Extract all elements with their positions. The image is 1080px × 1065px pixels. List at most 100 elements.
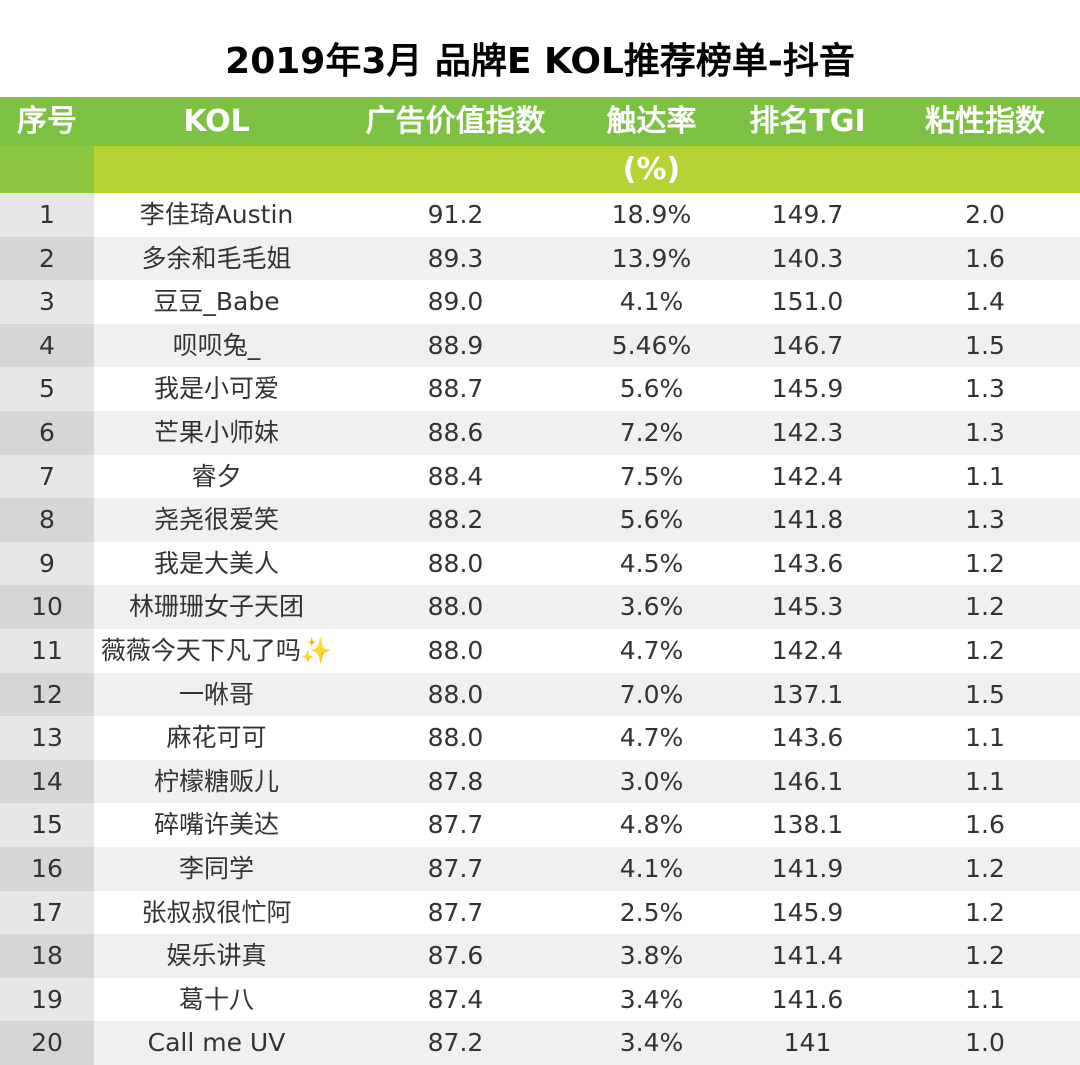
seq-cell: 19 [31,984,63,1014]
table-row: 8 尧尧很爱笑 88.2 5.6% 141.8 1.3 [0,498,1080,542]
seq-cell: 2 [39,243,55,273]
header-kol: KOL [183,104,250,139]
table-subheader-row: (%) [0,146,1080,193]
kol-cell: 睿夕 [191,461,242,491]
kol-ranking-table: 序号 KOL 广告价值指数 触达率 排名TGI 粘性指数 (%) 1 李佳琦Aus… [0,97,1080,1065]
seq-cell: 16 [31,853,63,883]
reach-cell: 18.9% [611,200,692,229]
reach-cell: 7.0% [619,679,684,709]
stickiness-cell: 1.1 [965,461,1005,491]
table-header-row: 序号 KOL 广告价值指数 触达率 排名TGI 粘性指数 [0,97,1080,146]
reach-cell: 3.8% [619,941,684,971]
seq-cell: 9 [39,548,55,578]
seq-column-background [0,498,94,542]
table-body: 1 李佳琦Austin 91.2 18.9% 149.7 2.0 2 多余和毛毛姐 89.3 13… [0,193,1080,1065]
kol-cell: 薇薇今天下凡了吗✨ [100,635,333,665]
reach-cell: 5.46% [611,330,692,360]
table-row: 14 柠檬糖贩儿 87.8 3.0% 146.1 1.1 [0,759,1080,804]
reach-cell: 3.4% [619,1028,684,1058]
tgi-cell: 145.9 [771,897,844,927]
kol-cell: 李佳琦Austin [139,200,294,229]
header-ad-index: 广告价值指数 [365,104,546,139]
kol-cell: Call me UV [147,1028,286,1058]
subheader-seq-cell [0,146,94,193]
seq-cell: 12 [31,679,63,709]
table-row: 15 碎嘴许美达 87.7 4.8% 138.1 1.6 [0,803,1080,847]
table-row: 12 一咻哥 88.0 7.0% 137.1 1.5 [0,672,1080,717]
header-reach: 触达率 [606,104,697,139]
ad-index-cell: 91.2 [427,200,484,229]
page-title: 2019年3月 品牌E KOL推荐榜单-抖音 [225,41,855,82]
stickiness-cell: 1.4 [965,287,1005,317]
tgi-cell: 151.0 [771,287,844,317]
seq-cell: 15 [31,810,63,840]
tgi-cell: 142.4 [771,461,844,491]
table-row: 13 麻花可可 88.0 4.7% 143.6 1.1 [0,716,1080,760]
table-row: 7 睿夕 88.4 7.5% 142.4 1.1 [0,454,1080,499]
kol-cell: 柠檬糖贩儿 [153,766,279,796]
kol-cell: 呗呗兔_ [172,330,261,360]
kol-cell: 多余和毛毛姐 [141,243,292,273]
kol-cell: 一咻哥 [178,679,254,709]
stickiness-cell: 2.0 [965,200,1005,229]
tgi-cell: 143.6 [771,723,844,753]
seq-column-background [0,410,94,455]
seq-column-background [0,454,94,499]
table-row: 19 葛十八 87.4 3.4% 141.6 1.1 [0,977,1080,1022]
table-row: 2 多余和毛毛姐 89.3 13.9% 140.3 1.6 [0,236,1080,281]
header-stickiness: 粘性指数 [925,104,1045,139]
stickiness-cell: 1.2 [965,635,1005,665]
ad-index-cell: 87.6 [427,941,484,971]
table-row: 11 薇薇今天下凡了吗✨ 88.0 4.7% 142.4 1.2 [0,628,1080,673]
kol-cell: 芒果小师妹 [153,417,279,447]
ad-index-cell: 88.0 [427,723,484,753]
stickiness-cell: 1.1 [965,723,1005,753]
seq-column-background [0,672,94,717]
header-tgi: 排名TGI [749,104,866,139]
stickiness-cell: 1.2 [965,897,1005,927]
ad-index-cell: 88.2 [427,505,484,535]
reach-cell: 5.6% [619,374,684,404]
reach-cell: 5.6% [619,505,684,535]
table-row: 1 李佳琦Austin 91.2 18.9% 149.7 2.0 [0,193,1080,237]
stickiness-cell: 1.1 [965,766,1005,796]
seq-cell: 3 [39,287,55,317]
kol-cell: 葛十八 [178,984,254,1014]
ad-index-cell: 88.0 [427,548,484,578]
ad-index-cell: 88.4 [427,461,484,491]
table-row: 20 Call me UV 87.2 3.4% 141 1.0 [0,1021,1080,1065]
ad-index-cell: 87.2 [427,1028,484,1058]
ad-index-cell: 87.7 [427,853,484,883]
seq-cell: 11 [31,635,63,665]
ad-index-cell: 88.6 [427,417,484,447]
stickiness-cell: 1.0 [965,1028,1005,1058]
seq-cell: 5 [39,374,55,404]
tgi-cell: 149.7 [771,200,844,229]
kol-cell: 我是小可爱 [153,374,279,404]
tgi-cell: 137.1 [771,679,844,709]
seq-cell: 7 [39,461,55,491]
seq-column-background [0,803,94,847]
stickiness-cell: 1.2 [965,941,1005,971]
seq-column-background [0,846,94,891]
ad-index-cell: 89.3 [427,243,484,273]
seq-column-background [0,977,94,1022]
stickiness-cell: 1.3 [965,417,1005,447]
stickiness-cell: 1.1 [965,984,1005,1014]
reach-cell: 7.2% [619,417,684,447]
seq-cell: 1 [39,200,55,229]
seq-column-background [0,585,94,629]
tgi-cell: 145.3 [771,592,844,622]
seq-cell: 4 [39,330,55,360]
ad-index-cell: 87.4 [427,984,484,1014]
tgi-cell: 142.3 [771,417,844,447]
table-row: 6 芒果小师妹 88.6 7.2% 142.3 1.3 [0,410,1080,455]
kol-cell: 娱乐讲真 [166,941,267,971]
tgi-cell: 146.1 [771,766,844,796]
seq-cell: 8 [39,505,55,535]
table-row: 3 豆豆_Babe 89.0 4.1% 151.0 1.4 [0,280,1080,324]
seq-column-background [0,759,94,804]
ad-index-cell: 88.0 [427,592,484,622]
reach-cell: 4.5% [619,548,684,578]
kol-cell: 碎嘴许美达 [153,810,279,840]
